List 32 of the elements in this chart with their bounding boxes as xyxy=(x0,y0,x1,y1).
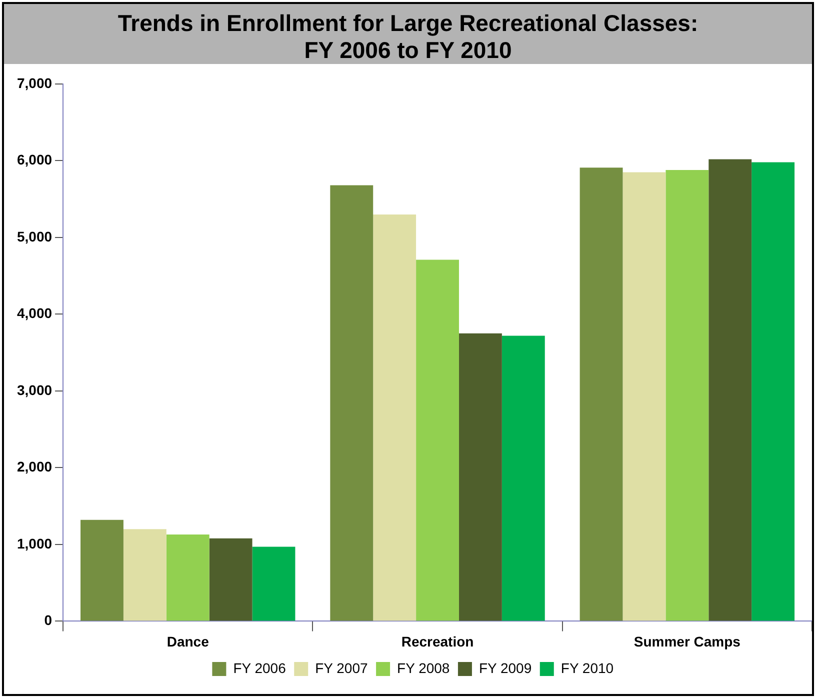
y-tick-label: 3,000 xyxy=(16,382,52,398)
y-tick-label: 7,000 xyxy=(16,74,52,91)
legend-label: FY 2007 xyxy=(315,660,368,676)
bar xyxy=(580,168,623,621)
bar xyxy=(80,520,124,621)
y-tick-label: 0 xyxy=(44,612,52,628)
bar xyxy=(209,538,252,621)
y-tick-label: 4,000 xyxy=(16,305,52,322)
bar xyxy=(708,159,752,621)
y-tick-label: 6,000 xyxy=(16,152,52,168)
legend-label: FY 2006 xyxy=(233,660,286,676)
x-tick-label: Summer Camps xyxy=(634,633,741,650)
bar xyxy=(622,172,666,621)
y-tick-label: 1,000 xyxy=(16,535,52,552)
bar xyxy=(502,336,545,621)
bar xyxy=(166,534,210,621)
legend-label: FY 2009 xyxy=(478,660,532,676)
bar xyxy=(252,546,296,621)
y-tick-label: 2,000 xyxy=(16,458,52,475)
chart-title: Trends in Enrollment for Large Recreational Classes: FY 2006 to FY 2010 xyxy=(4,4,812,64)
bar xyxy=(123,529,166,621)
x-tick-label: Recreation xyxy=(401,633,474,650)
bar xyxy=(416,260,459,621)
bar xyxy=(373,214,416,621)
y-tick-label: 5,000 xyxy=(16,228,52,244)
bar xyxy=(666,170,709,621)
legend-label: FY 2010 xyxy=(560,660,614,676)
x-tick-label: Dance xyxy=(166,633,210,650)
bar xyxy=(752,162,795,621)
bar xyxy=(458,333,502,621)
legend-label: FY 2008 xyxy=(397,660,450,676)
bar xyxy=(330,185,374,621)
